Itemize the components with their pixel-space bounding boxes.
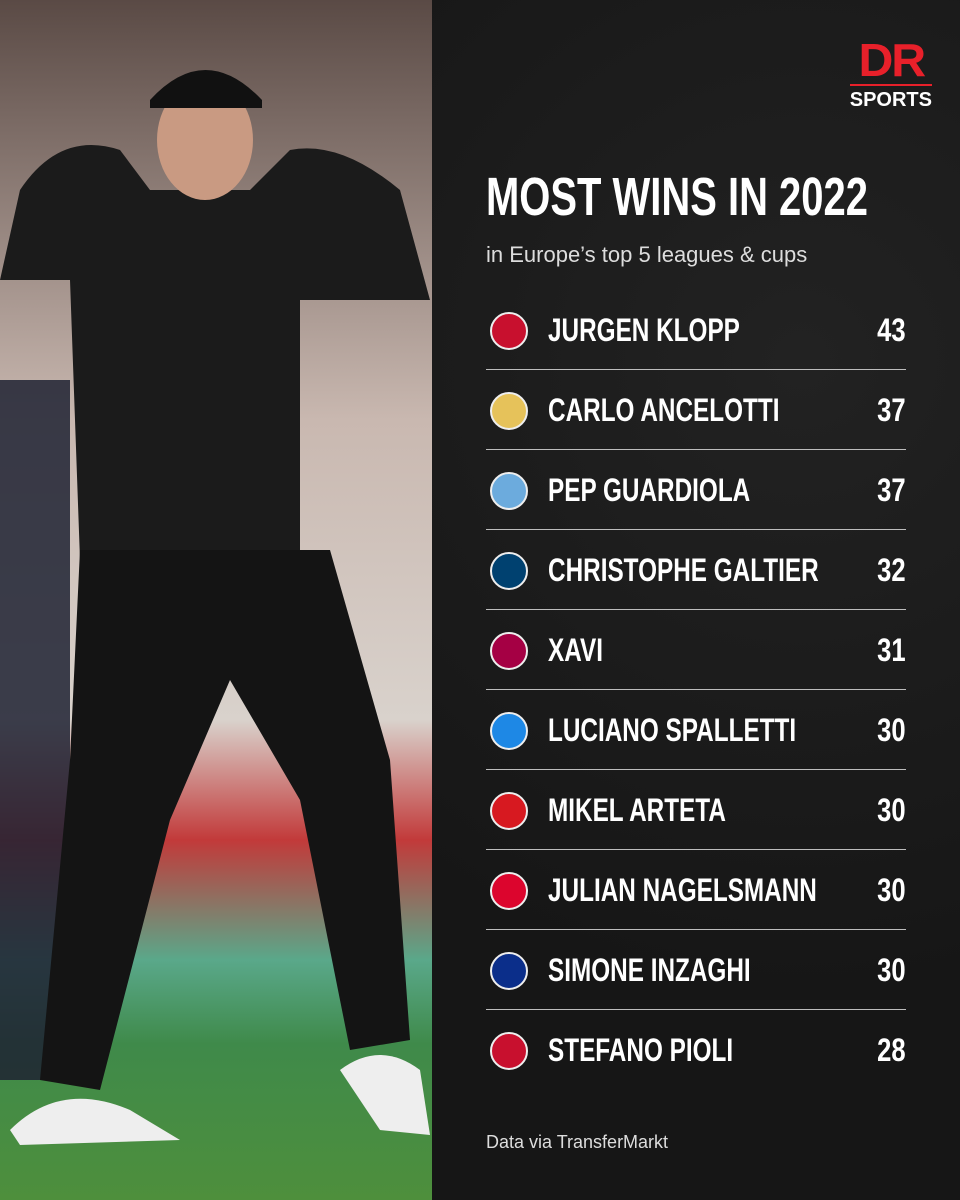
club-badge bbox=[490, 552, 528, 590]
wins-count: 32 bbox=[877, 552, 906, 588]
wins-count: 43 bbox=[877, 312, 906, 348]
ranking-row: XAVI 31 bbox=[486, 610, 906, 690]
wins-count: 37 bbox=[877, 392, 906, 428]
row-separator bbox=[486, 849, 906, 850]
ranking-row: CARLO ANCELOTTI 37 bbox=[486, 370, 906, 450]
manager-name: SIMONE INZAGHI bbox=[548, 952, 751, 988]
wins-count: 28 bbox=[877, 1032, 906, 1068]
ranking-row: JURGEN KLOPP 43 bbox=[486, 290, 906, 370]
subtitle: in Europe’s top 5 leagues & cups bbox=[486, 242, 808, 267]
logo-text: DR bbox=[858, 34, 926, 86]
ranking-row: PEP GUARDIOLA 37 bbox=[486, 450, 906, 530]
row-separator bbox=[486, 689, 906, 690]
manager-name: LUCIANO SPALLETTI bbox=[548, 712, 797, 748]
club-badge bbox=[490, 872, 528, 910]
panel: DR SPORTS MOST WINS IN 2022 in Europe’s … bbox=[432, 0, 960, 1200]
ranking-row: MIKEL ARTETA 30 bbox=[486, 770, 906, 850]
row-separator bbox=[486, 449, 906, 450]
club-badge bbox=[490, 1032, 528, 1070]
logo-rule bbox=[849, 84, 932, 86]
wins-count: 30 bbox=[877, 712, 906, 748]
manager-name: XAVI bbox=[548, 632, 603, 668]
ranking-row: LUCIANO SPALLETTI 30 bbox=[486, 690, 906, 770]
wins-count: 30 bbox=[877, 792, 906, 828]
brand-logo: DR SPORTS bbox=[849, 34, 932, 111]
club-badge bbox=[490, 632, 528, 670]
row-separator bbox=[486, 929, 906, 930]
ranking-row: JULIAN NAGELSMANN 30 bbox=[486, 850, 906, 930]
club-badge bbox=[490, 312, 528, 350]
club-badge bbox=[490, 712, 528, 750]
wins-count: 30 bbox=[877, 952, 906, 988]
club-badge bbox=[490, 392, 528, 430]
title: MOST WINS IN 2022 bbox=[486, 167, 868, 227]
ranking-row: CHRISTOPHE GALTIER 32 bbox=[486, 530, 906, 610]
manager-name: MIKEL ARTETA bbox=[548, 792, 726, 828]
row-separator bbox=[486, 769, 906, 770]
manager-name: CHRISTOPHE GALTIER bbox=[548, 552, 819, 588]
logo-sub: SPORTS bbox=[849, 89, 932, 111]
manager-name: JURGEN KLOPP bbox=[548, 312, 740, 348]
club-badge bbox=[490, 952, 528, 990]
manager-name: STEFANO PIOLI bbox=[548, 1032, 734, 1068]
wins-count: 31 bbox=[877, 632, 906, 668]
manager-name: CARLO ANCELOTTI bbox=[548, 392, 780, 428]
club-badge bbox=[490, 792, 528, 830]
row-separator bbox=[486, 529, 906, 530]
footer: Data via TransferMarkt bbox=[486, 1132, 669, 1152]
ranking-row: STEFANO PIOLI 28 bbox=[486, 1010, 906, 1090]
manager-name: PEP GUARDIOLA bbox=[548, 472, 751, 508]
manager-name: JULIAN NAGELSMANN bbox=[548, 872, 817, 908]
wins-count: 37 bbox=[877, 472, 906, 508]
club-badge bbox=[490, 472, 528, 510]
wins-count: 30 bbox=[877, 872, 906, 908]
row-separator bbox=[486, 1009, 906, 1010]
photo bbox=[0, 0, 432, 1200]
ranking-row: SIMONE INZAGHI 30 bbox=[486, 930, 906, 1010]
row-separator bbox=[486, 369, 906, 370]
row-separator bbox=[486, 609, 906, 610]
